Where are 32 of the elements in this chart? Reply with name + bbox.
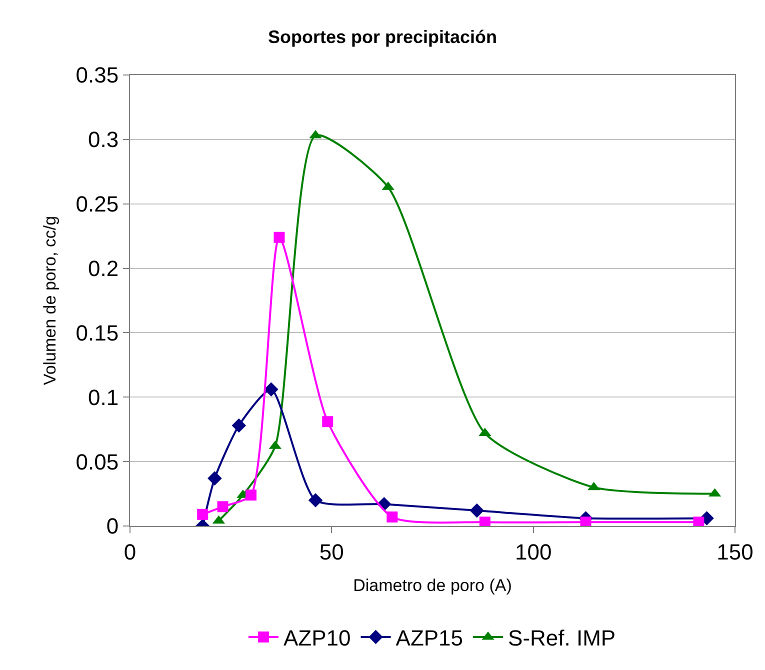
point: [308, 493, 323, 508]
legend-label: AZP10: [284, 626, 351, 651]
legend-label: AZP15: [396, 626, 464, 651]
point: [580, 516, 592, 526]
point: [470, 503, 484, 518]
point: [479, 516, 490, 526]
x-tick-label: 0: [124, 539, 136, 564]
y-tick-label: 0.2: [88, 256, 119, 281]
point: [274, 232, 285, 243]
legend-label: S-Ref. IMP: [508, 626, 616, 651]
y-tick-label: 0.35: [76, 62, 119, 88]
y-tick-label: 0.05: [76, 449, 119, 474]
point: [322, 416, 334, 428]
point: [386, 511, 398, 522]
y-tick-label: 0: [106, 514, 119, 539]
y-tick-label: 0.15: [76, 320, 119, 346]
point: [217, 501, 228, 512]
chart-title: Soportes por precipitación: [268, 26, 498, 47]
point: [246, 490, 256, 501]
x-tick-label: 100: [514, 539, 552, 564]
x-tick-label: 150: [716, 539, 754, 564]
point: [232, 418, 246, 433]
point: [264, 382, 278, 397]
y-tick-label: 0.25: [76, 192, 119, 217]
x-axis-title: Diametro de poro (A): [353, 576, 512, 595]
x-tick-label: 50: [319, 539, 344, 564]
point: [693, 516, 704, 526]
point: [208, 471, 222, 486]
y-axis-title: Volumen de poro, cc/g: [40, 216, 60, 386]
y-tick-label: 0.3: [88, 127, 119, 152]
y-tick-label: 0.1: [88, 384, 119, 410]
point: [197, 508, 208, 520]
